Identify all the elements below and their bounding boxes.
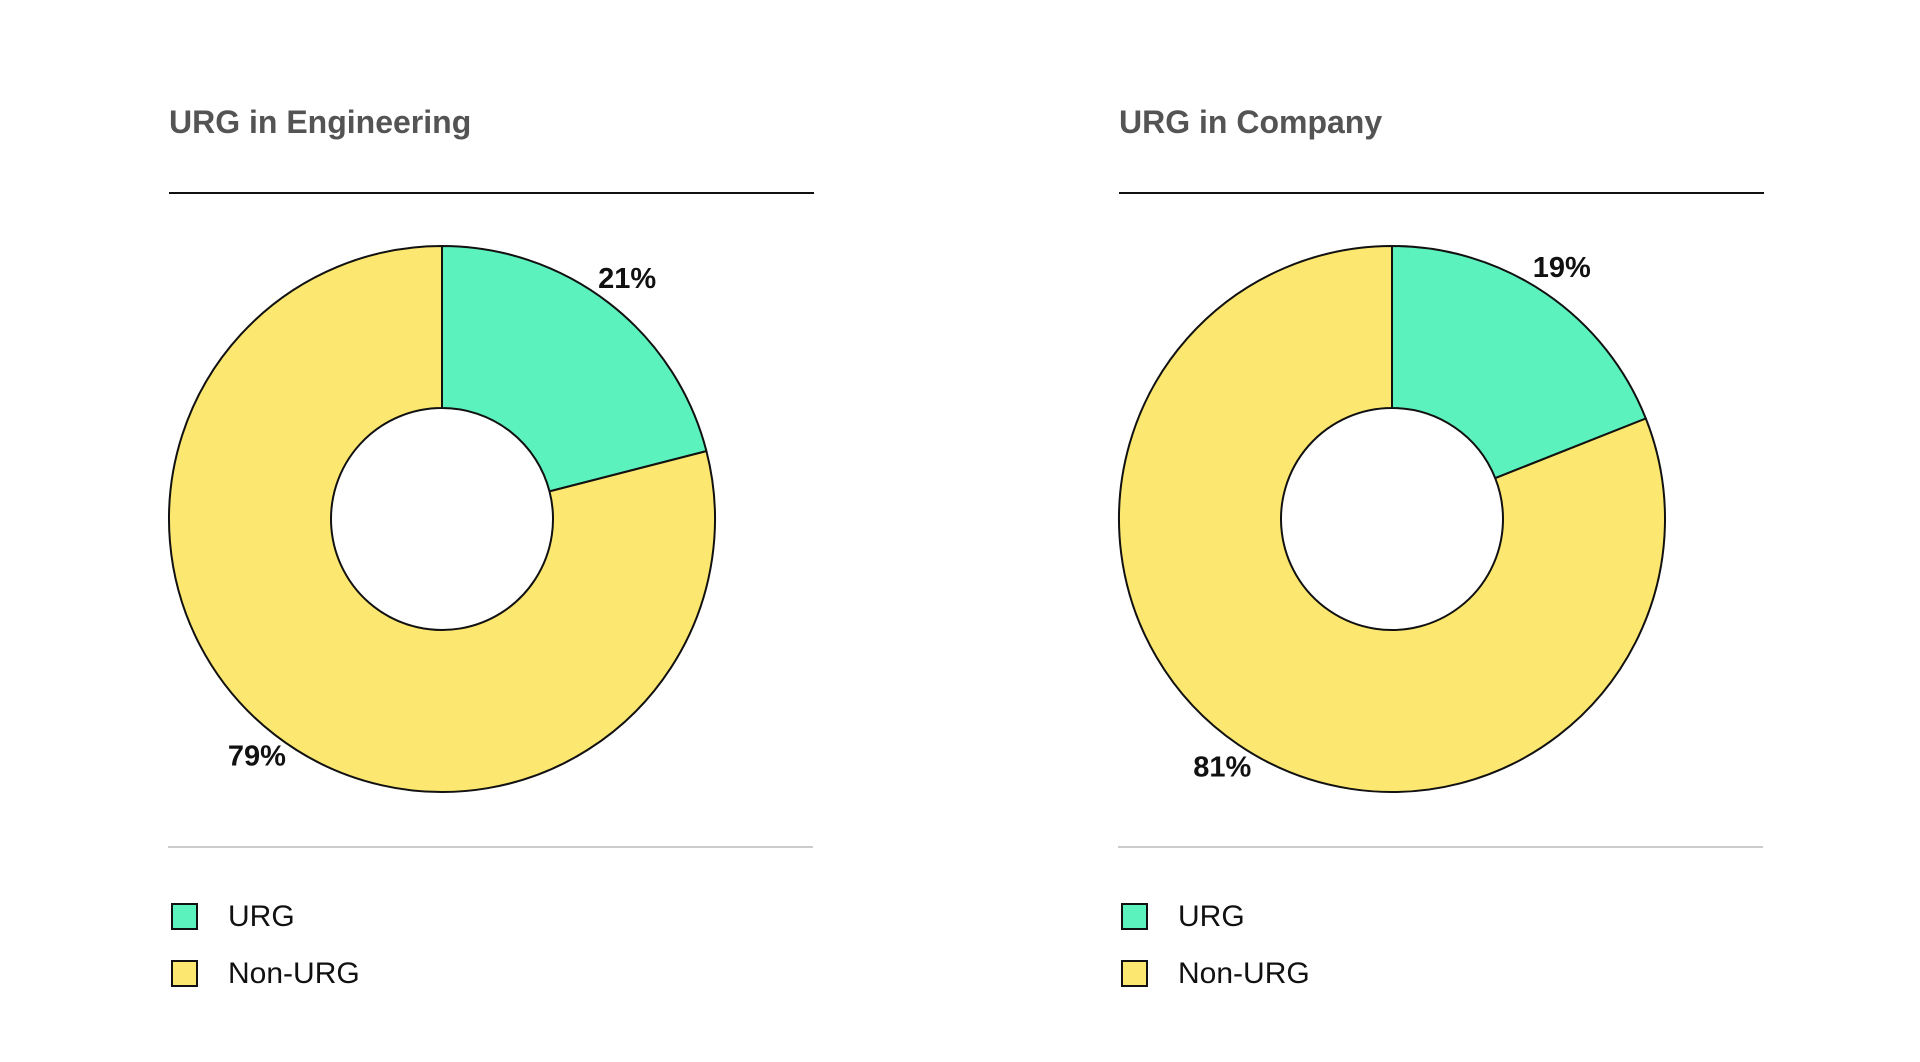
legend-swatch-urg [1121, 903, 1148, 930]
legend-label-urg: URG [228, 899, 295, 933]
chart-title: URG in Engineering [169, 104, 472, 140]
chart-title: URG in Company [1119, 104, 1383, 140]
legend-swatch-non-urg [1121, 960, 1148, 987]
value-label-urg: 19% [1533, 252, 1591, 284]
legend-swatch-non-urg [171, 960, 198, 987]
donut-slice-urg [441, 245, 708, 493]
value-label-non-urg: 79% [228, 740, 286, 772]
donut-chart: 19% 81% [1118, 245, 1666, 793]
legend-label-non-urg: Non-URG [1178, 956, 1310, 990]
legend-item-non-urg: Non-URG [1121, 945, 1310, 1002]
chart-panel-engineering: URG in Engineering 21% 79% URG Non-URG [168, 0, 828, 1062]
legend-divider [1118, 846, 1763, 848]
legend-label-urg: URG [1178, 899, 1245, 933]
donut-slice-non-urg [168, 245, 716, 793]
chart-panel-company: URG in Company 19% 81% URG Non-URG [1118, 0, 1778, 1062]
title-divider [1119, 192, 1764, 194]
donut-chart: 21% 79% [168, 245, 716, 793]
donut-slice-urg [1391, 245, 1647, 480]
value-label-non-urg: 81% [1193, 751, 1251, 783]
legend: URG Non-URG [171, 888, 360, 1002]
legend-swatch-urg [171, 903, 198, 930]
legend-item-urg: URG [171, 888, 360, 945]
legend-item-non-urg: Non-URG [171, 945, 360, 1002]
legend-item-urg: URG [1121, 888, 1310, 945]
legend-label-non-urg: Non-URG [228, 956, 360, 990]
value-label-urg: 21% [598, 263, 656, 295]
legend: URG Non-URG [1121, 888, 1310, 1002]
title-divider [169, 192, 814, 194]
legend-divider [168, 846, 813, 848]
donut-slice-non-urg [1118, 245, 1666, 793]
